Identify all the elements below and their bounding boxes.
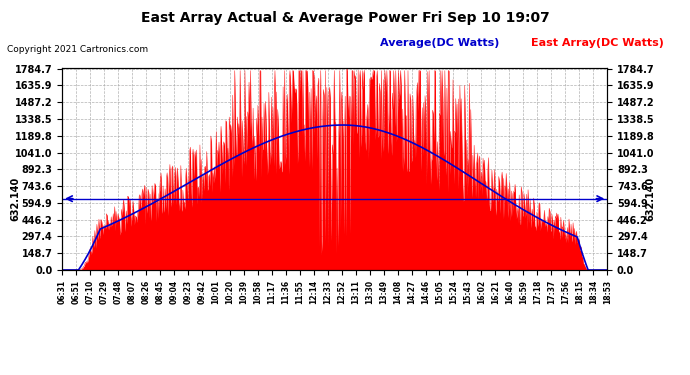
Text: Copyright 2021 Cartronics.com: Copyright 2021 Cartronics.com [7, 45, 148, 54]
Text: 632.140: 632.140 [11, 177, 21, 221]
Text: East Array(DC Watts): East Array(DC Watts) [531, 38, 664, 48]
Text: 632.140: 632.140 [646, 177, 656, 221]
Text: Average(DC Watts): Average(DC Watts) [380, 38, 499, 48]
Text: East Array Actual & Average Power Fri Sep 10 19:07: East Array Actual & Average Power Fri Se… [141, 11, 549, 25]
